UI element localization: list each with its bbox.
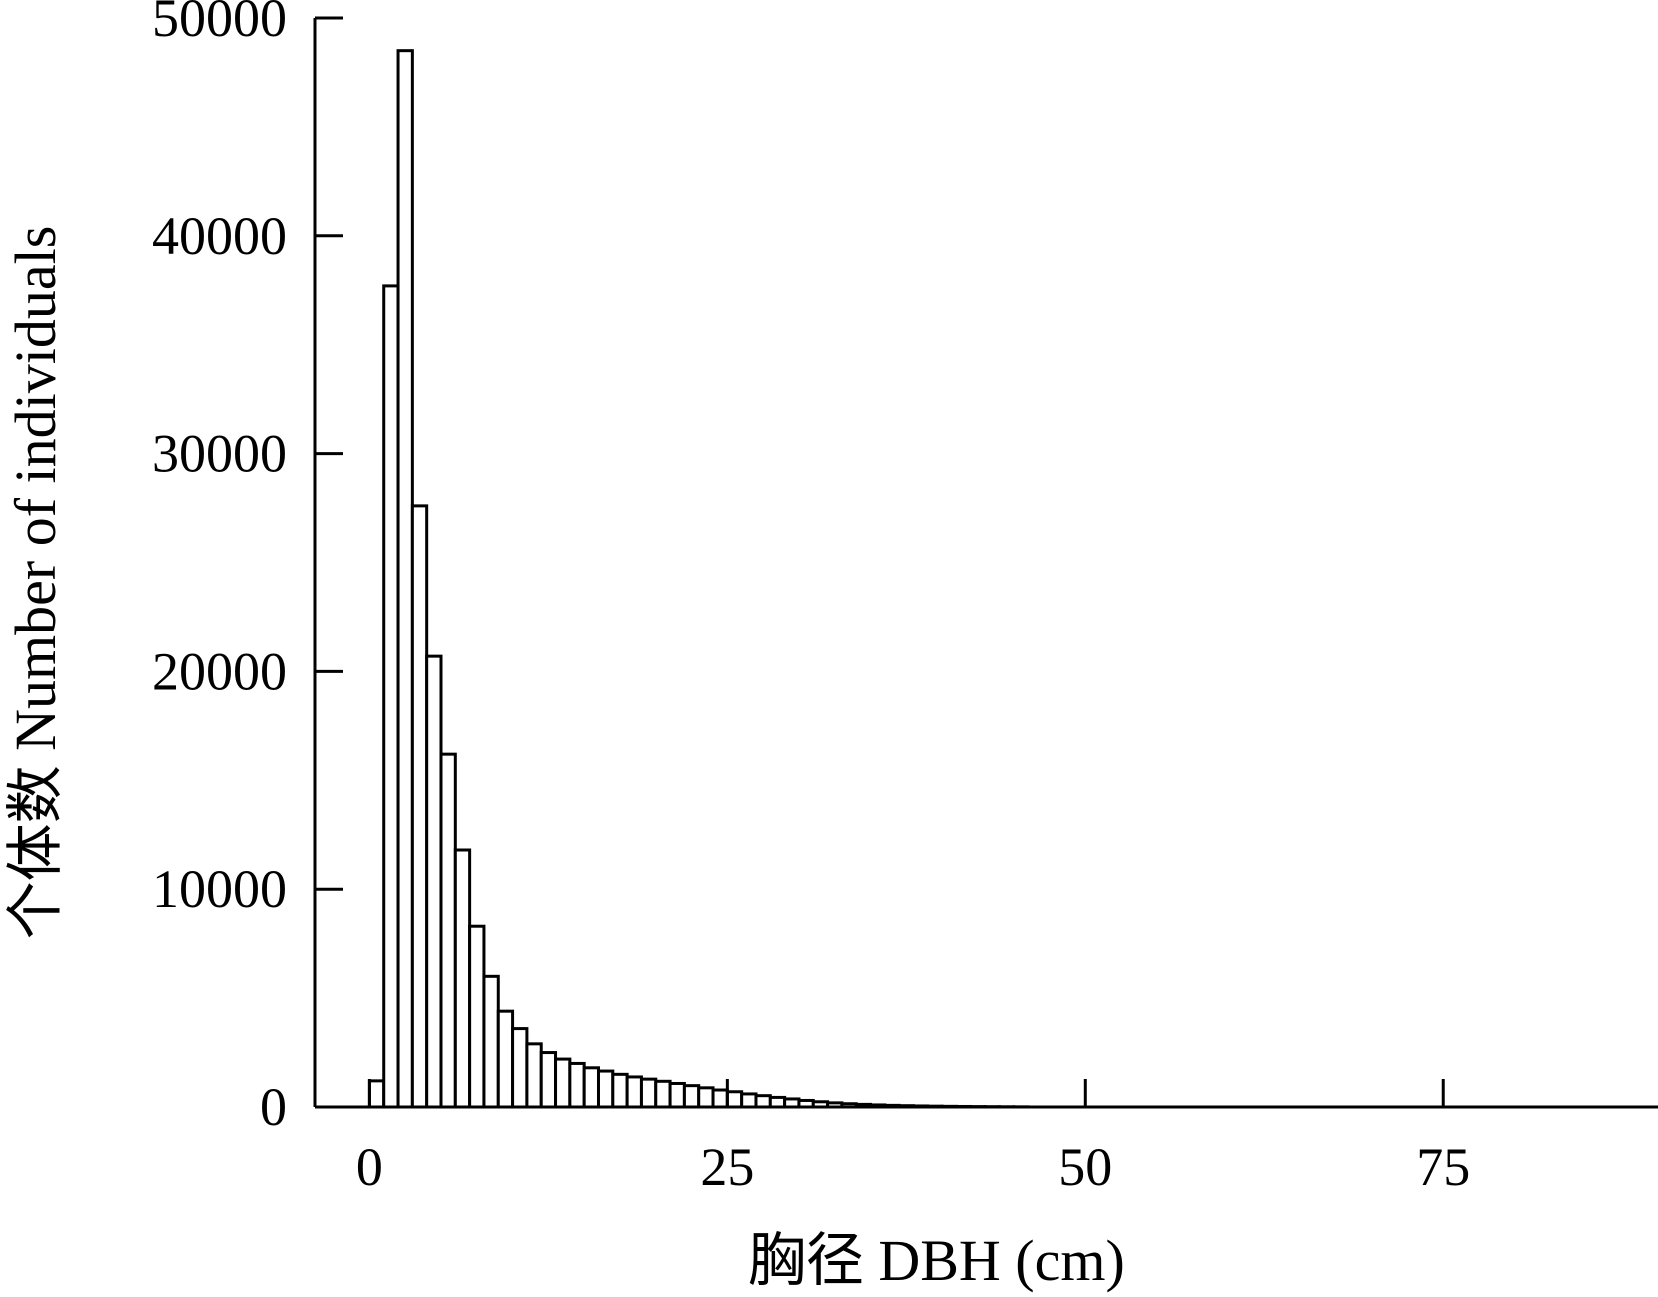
histogram-bar [482,974,500,1109]
histogram-bar [382,284,400,1109]
y-tick-label: 10000 [152,859,287,919]
y-tick-label: 40000 [152,206,287,266]
histogram-bar [754,1094,772,1109]
histogram-bar [611,1072,629,1109]
histogram-bar [539,1051,558,1109]
histogram-bar [468,924,486,1109]
histogram-bar [525,1042,543,1109]
x-tick-label: 25 [700,1137,754,1197]
histogram-bar [697,1086,715,1109]
histogram-bar [396,49,414,1109]
y-tick-label: 20000 [152,641,287,701]
y-ticks-group: 0 10000 20000 30000 40000 50000 [152,0,343,1137]
histogram-bar [582,1066,600,1109]
x-tick-label: 0 [356,1137,383,1197]
histogram-bar [367,1079,386,1109]
x-tick-label: 75 [1416,1137,1470,1197]
x-tick-label: 50 [1058,1137,1112,1197]
histogram-bar [568,1061,586,1109]
histogram-bar [425,654,443,1109]
y-tick-label: 50000 [152,0,287,48]
histogram-bar [654,1079,672,1109]
histogram-bar [668,1081,686,1109]
histogram-bar [625,1075,643,1109]
histogram-bar [711,1088,729,1109]
y-tick-label: 0 [260,1077,287,1137]
histogram-bar [682,1084,701,1109]
histogram-bar [596,1069,615,1109]
histogram-bar [511,1027,529,1109]
histogram-bar [725,1090,744,1109]
histogram-bar [410,504,429,1109]
histogram-bar [453,848,472,1109]
y-tick-label: 30000 [152,424,287,484]
histogram-bar [639,1077,658,1109]
x-ticks-group: 0 25 50 75 [356,1079,1470,1197]
axes-group [313,18,1658,1109]
histogram-bar [496,1009,515,1109]
histogram-bar [740,1092,758,1109]
histogram-bar [439,752,457,1109]
histogram-bar [554,1057,572,1109]
bars-group [367,49,1030,1109]
x-axis-title: 胸径 DBH (cm) [748,1228,1125,1293]
y-axis-title: 个体数 Number of individuals [3,226,68,940]
